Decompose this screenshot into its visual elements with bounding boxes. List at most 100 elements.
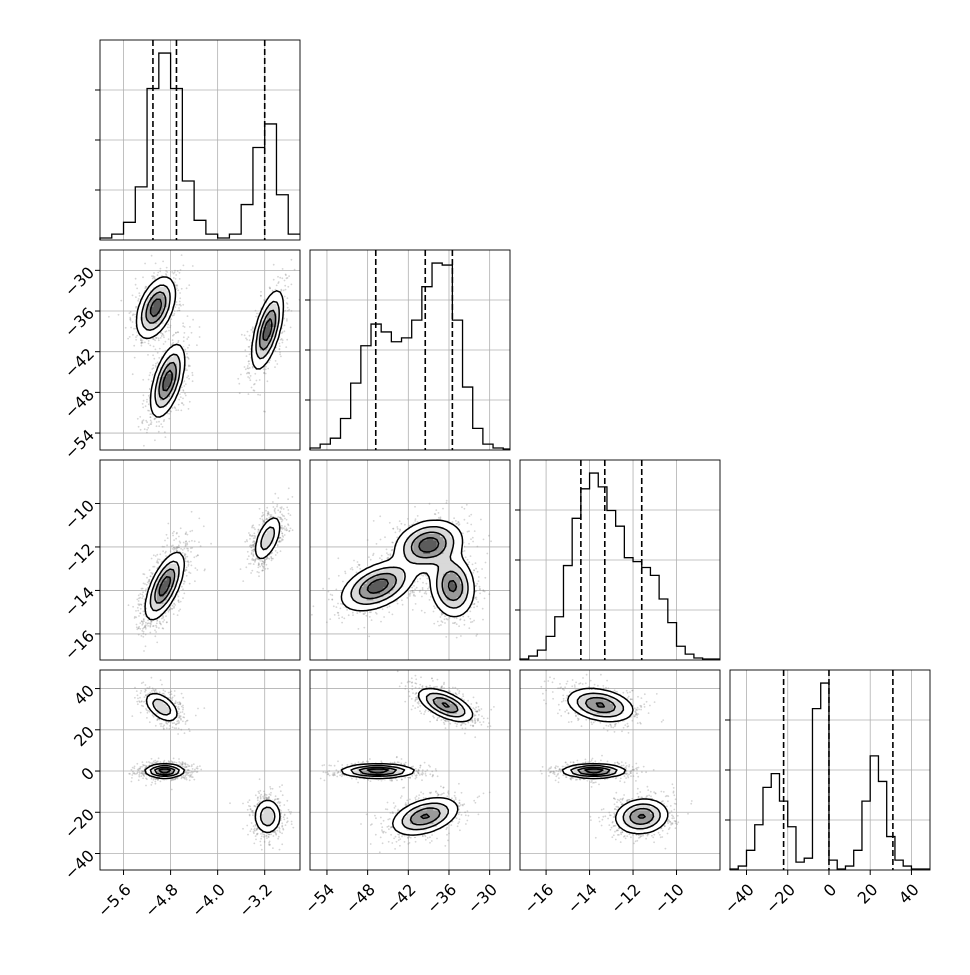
scatter-point <box>242 580 244 582</box>
scatter-point <box>158 425 160 427</box>
density-cell <box>163 583 167 587</box>
scatter-point <box>180 548 182 550</box>
scatter-point <box>168 418 170 420</box>
scatter-point <box>154 629 156 631</box>
scatter-point <box>388 611 390 613</box>
scatter-point <box>196 344 198 346</box>
scatter-point <box>143 614 145 616</box>
scatter-point <box>183 390 185 392</box>
density-cell <box>153 330 157 334</box>
density-cell <box>177 557 181 561</box>
scatter-point <box>129 336 131 338</box>
scatter-point <box>178 310 180 312</box>
scatter-point <box>144 583 146 585</box>
scatter-point <box>185 531 187 533</box>
scatter-point <box>380 621 382 623</box>
scatter-point <box>182 549 184 551</box>
density-cell <box>257 550 261 554</box>
scatter-point <box>425 593 427 595</box>
scatter-point <box>184 393 186 395</box>
scatter-point <box>267 511 269 513</box>
scatter-point <box>240 374 242 376</box>
scatter-point <box>261 564 263 566</box>
scatter-point <box>108 316 110 318</box>
scatter-point <box>265 568 267 570</box>
scatter-point <box>253 555 255 557</box>
scatter-point <box>142 628 144 630</box>
scatter-point <box>191 547 193 549</box>
scatter-point <box>167 523 169 525</box>
density-cell <box>160 400 164 404</box>
scatter-point <box>145 590 147 592</box>
scatter-point <box>280 550 282 552</box>
scatter-point <box>371 619 373 621</box>
scatter-point <box>178 536 180 538</box>
scatter-point <box>291 259 293 261</box>
scatter-point <box>279 277 281 279</box>
scatter-point <box>189 531 191 533</box>
density-cell <box>263 550 267 554</box>
scatter-point <box>185 533 187 535</box>
scatter-point <box>170 318 172 320</box>
scatter-point <box>329 618 331 620</box>
scatter-point <box>152 338 154 340</box>
scatter-point <box>180 269 182 271</box>
density-cell <box>257 543 261 547</box>
scatter-point <box>174 272 176 274</box>
scatter-point <box>181 586 183 588</box>
scatter-point <box>185 556 187 558</box>
scatter-point <box>281 338 283 340</box>
density-cell <box>260 353 264 357</box>
density-cell <box>153 307 157 311</box>
scatter-point <box>169 327 171 329</box>
scatter-point <box>136 626 138 628</box>
scatter-point <box>132 606 134 608</box>
density-cell <box>267 323 271 327</box>
scatter-point <box>127 338 129 340</box>
scatter-point <box>412 609 414 611</box>
scatter-point <box>247 331 249 333</box>
scatter-point <box>263 372 265 374</box>
scatter-point <box>200 545 202 547</box>
scatter-point <box>166 621 168 623</box>
scatter-point <box>125 327 127 329</box>
scatter-point <box>151 255 153 257</box>
density-cell <box>267 533 271 537</box>
histogram-panel-p3 <box>725 670 930 870</box>
scatter-point <box>178 399 180 401</box>
scatter-point <box>252 524 254 526</box>
scatter-point <box>142 407 144 409</box>
density-cell <box>273 293 277 297</box>
scatter-point <box>192 374 194 376</box>
scatter-point <box>286 339 288 341</box>
scatter-point <box>155 363 157 365</box>
density-cell <box>173 563 177 567</box>
scatter-point <box>179 292 181 294</box>
scatter-point <box>273 279 275 281</box>
scatter-point <box>284 296 286 298</box>
scatter-point <box>174 306 176 308</box>
scatter-point <box>419 590 421 592</box>
scatter-point <box>251 545 253 547</box>
density-cell <box>177 350 181 354</box>
scatter-point <box>173 547 175 549</box>
density-cell <box>263 537 267 541</box>
scatter-panel-p0-p1 <box>100 239 300 450</box>
scatter-point <box>275 554 277 556</box>
scatter-point <box>254 559 256 561</box>
scatter-point <box>256 380 258 382</box>
scatter-point <box>185 395 187 397</box>
scatter-point <box>135 339 137 341</box>
density-cell <box>157 303 161 307</box>
scatter-point <box>182 588 184 590</box>
density-cell <box>160 590 164 594</box>
density-cell <box>157 597 161 601</box>
density-cell <box>260 360 264 364</box>
scatter-point <box>237 378 239 380</box>
density-cell <box>153 410 157 414</box>
scatter-point <box>132 314 134 316</box>
scatter-panel-p1-p2 <box>308 460 510 660</box>
scatter-point <box>186 556 188 558</box>
scatter-point <box>183 385 185 387</box>
